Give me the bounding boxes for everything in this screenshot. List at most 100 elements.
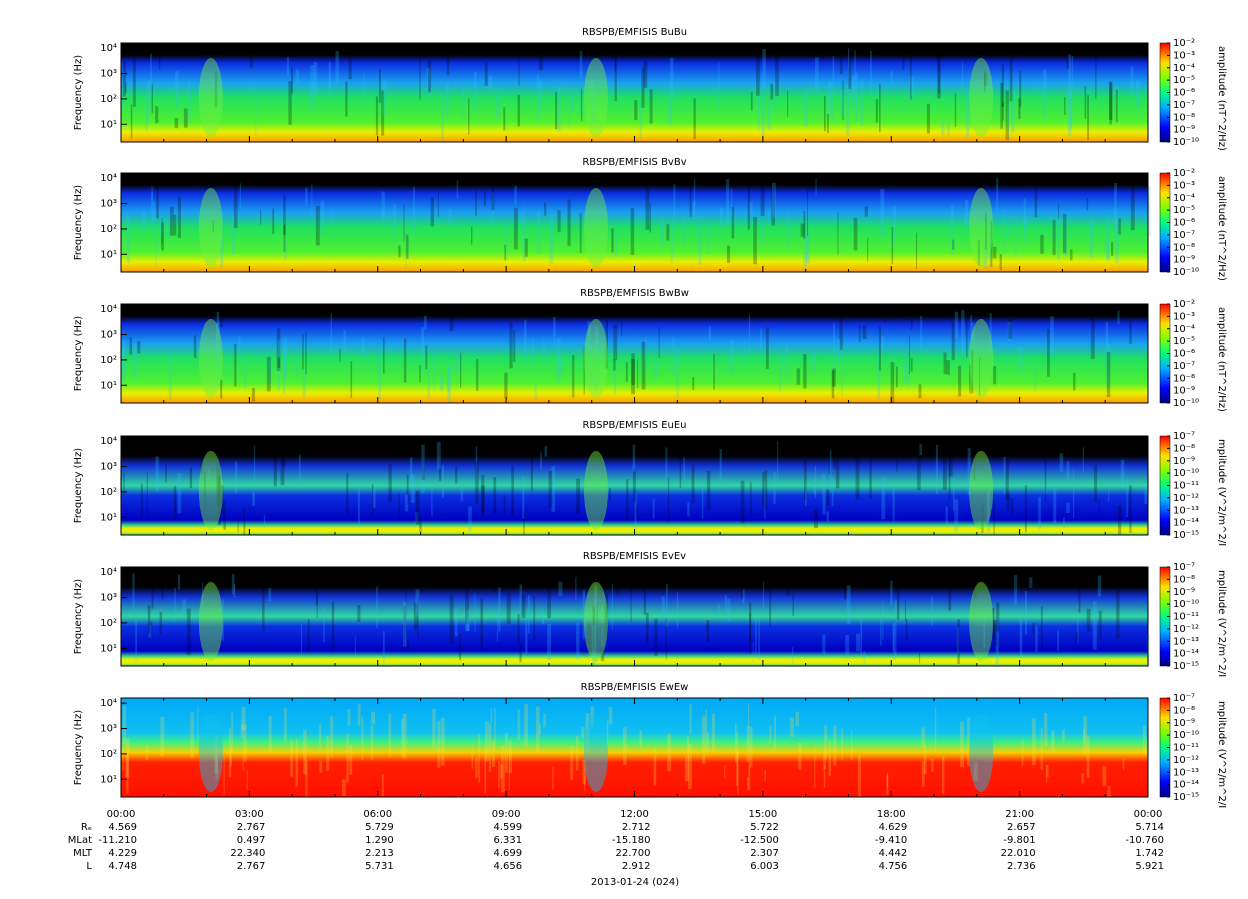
spectrogram-texture — [519, 643, 522, 663]
spectrogram-texture — [343, 329, 346, 351]
spectrogram-texture — [983, 70, 986, 92]
spectrogram-texture — [505, 227, 508, 260]
spectrogram-texture — [967, 448, 971, 496]
ephemeris-value: 22.700 — [616, 848, 651, 859]
spectrogram-texture — [693, 201, 696, 223]
spectrogram-texture — [1070, 249, 1073, 261]
spectrogram-texture — [791, 647, 794, 665]
spectrogram-texture — [615, 229, 619, 257]
spectrogram-texture — [826, 489, 830, 506]
spectrogram-texture — [973, 762, 978, 782]
spectrogram-texture — [687, 744, 692, 790]
spectrogram-texture — [958, 365, 962, 397]
spectrogram-texture — [504, 733, 508, 773]
spectrogram-texture — [637, 359, 639, 389]
spectrogram-texture — [231, 574, 235, 595]
spectrogram-texture — [713, 353, 715, 390]
spectrogram-texture — [587, 321, 591, 353]
spectrogram-texture — [813, 478, 816, 495]
spectrogram-texture — [332, 210, 334, 223]
spectrogram-texture — [544, 446, 548, 457]
y-tick-label: 10¹ — [100, 774, 117, 785]
spectrogram-image — [121, 436, 1148, 535]
spectrogram-texture — [319, 760, 323, 773]
y-tick-label: 10³ — [100, 199, 117, 210]
spectrogram-texture — [654, 361, 658, 381]
spectrogram-texture — [1063, 517, 1065, 528]
spectrogram-texture — [792, 593, 794, 616]
spectrogram-texture — [585, 713, 590, 752]
spectrogram-texture — [996, 178, 999, 210]
spectrogram-texture — [945, 506, 948, 525]
spectrogram-texture — [951, 321, 955, 360]
spectrogram-texture — [156, 181, 159, 219]
spectrogram-texture — [579, 213, 582, 253]
colorbar-tick-label: 10⁻¹⁵ — [1173, 661, 1199, 672]
spectrogram-texture — [413, 187, 415, 237]
spectrogram-texture — [331, 601, 335, 651]
spectrogram-texture — [645, 612, 649, 644]
spectrogram-texture — [961, 62, 964, 90]
spectrogram-texture — [613, 359, 616, 371]
spectrogram-texture — [524, 703, 529, 748]
spectrogram-texture — [772, 182, 776, 218]
spectrogram-texture — [448, 209, 452, 225]
spectrogram-texture — [474, 71, 477, 110]
spectrogram-texture — [466, 609, 470, 631]
spectrogram-texture — [892, 624, 895, 652]
spectrogram-feature — [969, 187, 994, 268]
spectrogram-texture — [881, 477, 886, 520]
spectrogram-texture — [787, 90, 789, 117]
spectrogram-texture — [877, 354, 881, 399]
spectrogram-texture — [634, 493, 637, 533]
spectrogram-texture — [576, 478, 581, 514]
spectrogram-texture — [250, 52, 253, 69]
spectrogram-texture — [483, 191, 486, 207]
colorbar-tick-label: 10⁻¹⁴ — [1173, 518, 1199, 529]
spectrogram-texture — [1015, 219, 1017, 258]
spectrogram-texture — [724, 595, 727, 611]
spectrogram-texture — [604, 593, 609, 637]
ephemeris-value: 4.748 — [108, 861, 137, 872]
spectrogram-texture — [605, 320, 608, 369]
spectrogram-texture — [689, 704, 692, 734]
spectrogram-texture — [123, 340, 126, 372]
spectrogram-image — [121, 43, 1148, 142]
spectrogram-texture — [909, 76, 914, 100]
spectrogram-texture — [652, 498, 655, 519]
colorbar-tick-label: 10⁻⁵ — [1173, 336, 1195, 347]
spectrogram-texture — [405, 227, 407, 270]
spectrogram-texture — [891, 226, 894, 265]
spectrogram-texture — [639, 730, 642, 748]
spectrogram-texture — [557, 210, 561, 233]
spectrogram-texture — [350, 361, 353, 398]
spectrogram-texture — [148, 625, 152, 638]
spectrogram-texture — [689, 181, 692, 217]
spectrogram-texture — [1052, 219, 1056, 255]
spectrogram-texture — [168, 356, 172, 400]
colorbar-tick-label: 10⁻¹² — [1173, 493, 1199, 504]
spectrogram-texture — [687, 502, 690, 517]
spectrogram-texture — [823, 749, 826, 769]
spectrogram-texture — [845, 634, 850, 659]
spectrogram-texture — [1011, 89, 1015, 133]
spectrogram-texture — [491, 740, 496, 767]
spectrogram-texture — [798, 742, 802, 770]
spectrogram-texture — [964, 199, 969, 227]
spectrogram-texture — [357, 703, 361, 726]
ephemeris-row-label: L — [86, 861, 92, 872]
spectrogram-texture — [1066, 502, 1070, 513]
spectrogram-texture — [954, 93, 957, 127]
spectrogram-texture — [305, 187, 308, 207]
spectrogram-texture — [421, 444, 425, 494]
spectrogram-feature — [198, 187, 223, 268]
spectrogram-texture — [837, 339, 841, 362]
spectrogram-texture — [1010, 498, 1013, 514]
spectrogram-texture — [948, 575, 952, 611]
colorbar-tick-label: 10⁻⁸ — [1173, 242, 1195, 253]
spectrogram-texture — [403, 605, 406, 650]
colorbar-tick-label: 10⁻⁹ — [1173, 125, 1195, 136]
spectrogram-texture — [141, 212, 146, 232]
spectrogram-texture — [608, 706, 613, 725]
